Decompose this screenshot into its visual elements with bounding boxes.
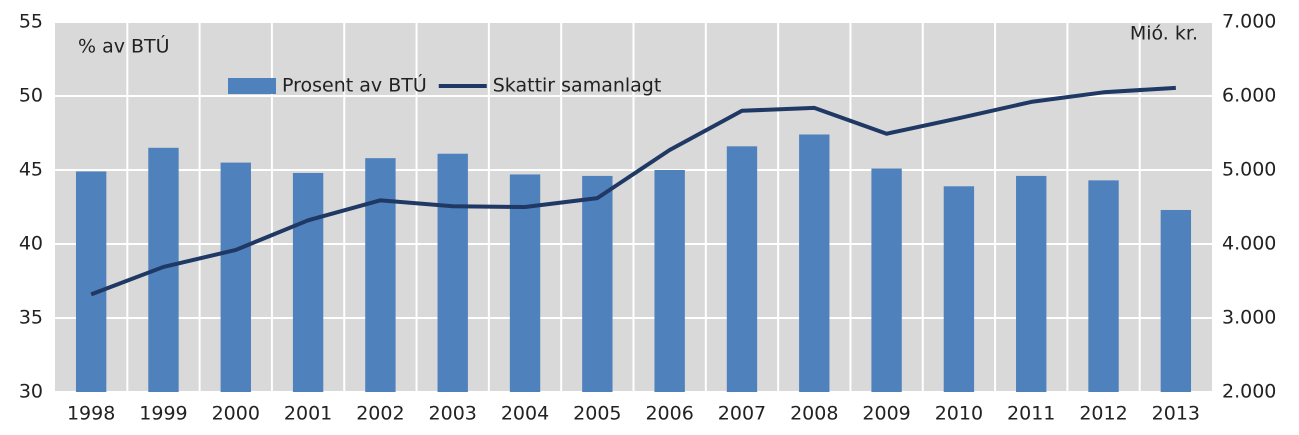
y2-tick-label: 4.000 [1222, 233, 1276, 255]
bar [220, 162, 251, 392]
legend: Prosent av BTÚ Skattir samanlagt [228, 73, 661, 97]
bar [292, 172, 324, 392]
y-tick-label: 50 [19, 85, 43, 107]
bar [582, 175, 613, 392]
x-tick-label: 2007 [718, 403, 766, 425]
x-tick-label: 2010 [935, 403, 983, 425]
bar [75, 171, 107, 392]
bar [871, 168, 902, 392]
y-tick-label: 45 [19, 159, 43, 181]
bar [654, 170, 685, 392]
x-tick-label: 2012 [1079, 403, 1127, 425]
x-tick-label: 2002 [356, 403, 404, 425]
bar [509, 174, 541, 392]
legend-label: Skattir samanlagt [493, 75, 662, 97]
y2-tick-label: 2.000 [1222, 381, 1276, 403]
y-tick-label: 40 [19, 233, 43, 255]
bar [1016, 175, 1047, 392]
y-tick-label: 55 [19, 11, 43, 33]
bar [1088, 180, 1119, 392]
legend-label: Prosent av BTÚ [282, 73, 427, 97]
y2-axis-label: Mió. kr. [1130, 23, 1198, 45]
bar [799, 134, 830, 393]
bar [1160, 209, 1192, 392]
x-tick-label: 2011 [1007, 403, 1055, 425]
x-tick-label: 1999 [139, 403, 187, 425]
y2-tick-label: 7.000 [1222, 11, 1276, 33]
x-tick-label: 2013 [1152, 403, 1200, 425]
bar [943, 186, 975, 392]
x-tick-label: 2001 [284, 403, 332, 425]
x-tick-label: 2009 [862, 403, 910, 425]
legend-swatch [228, 78, 276, 94]
bar [726, 146, 758, 392]
y-axis-label: % av BTÚ [78, 34, 170, 58]
bar [437, 153, 468, 392]
marks [75, 85, 1192, 393]
line [90, 85, 1176, 297]
bar [365, 158, 396, 392]
y2-tick-label: 6.000 [1222, 85, 1276, 107]
x-tick-label: 2004 [501, 403, 549, 425]
x-tick-label: 1998 [67, 403, 115, 425]
x-tick-label: 2008 [790, 403, 838, 425]
y2-tick-label: 3.000 [1222, 307, 1276, 329]
y2-tick-label: 5.000 [1222, 159, 1276, 181]
y-tick-label: 30 [19, 381, 43, 403]
x-tick-label: 2000 [212, 403, 260, 425]
x-tick-label: 2006 [645, 403, 693, 425]
x-tick-label: 2003 [429, 403, 477, 425]
x-tick-label: 2005 [573, 403, 621, 425]
y-tick-label: 35 [19, 307, 43, 329]
